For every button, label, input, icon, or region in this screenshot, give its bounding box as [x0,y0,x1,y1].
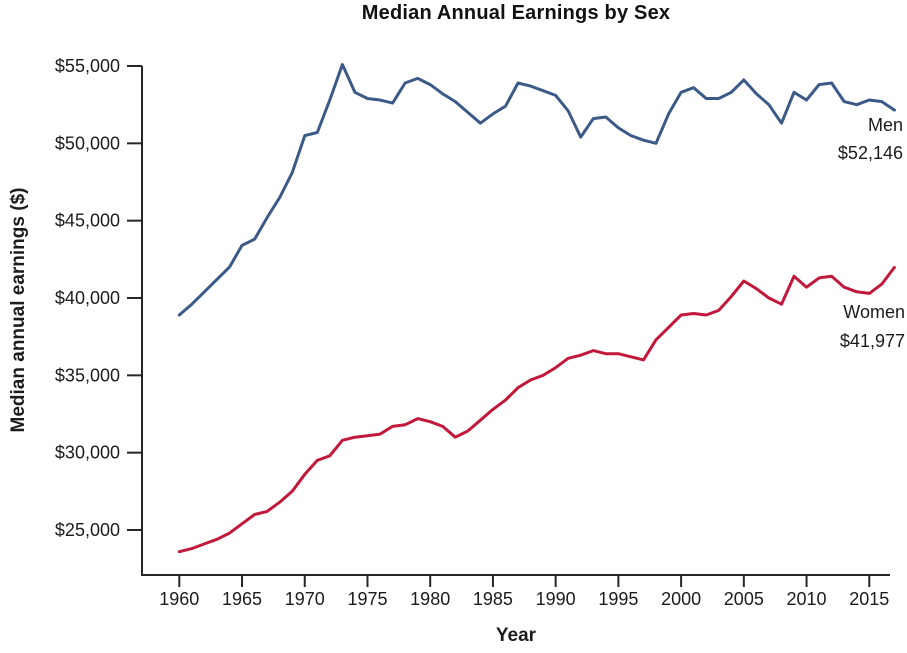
x-tick-label: 2000 [661,589,701,609]
series-value-women: $41,977 [840,331,905,351]
x-tick-label: 1975 [347,589,387,609]
axes [141,66,890,576]
y-tick-label: $40,000 [55,288,120,308]
y-tick-label: $25,000 [55,520,120,540]
x-tick-label: 1965 [222,589,262,609]
y-tick-label: $55,000 [55,56,120,76]
y-tick-label: $50,000 [55,133,120,153]
x-tick-label: 2010 [787,589,827,609]
series-value-men: $52,146 [838,143,903,163]
x-tick-label: 1980 [410,589,450,609]
x-axis-title: Year [496,625,537,646]
y-tick-label: $30,000 [55,443,120,463]
x-tick-label: 2015 [849,589,889,609]
x-tick-label: 1990 [536,589,576,609]
series-label-men: Men [868,115,903,135]
x-tick-label: 1970 [285,589,325,609]
y-tick-label: $35,000 [55,365,120,385]
x-tick-label: 1960 [159,589,199,609]
x-tick-label: 1985 [473,589,513,609]
chart-title: Median Annual Earnings by Sex [361,2,671,24]
x-tick-label: 1995 [598,589,638,609]
series-label-women: Women [843,302,905,322]
series-line-women [177,265,896,554]
y-axis-title: Median annual earnings ($) [8,188,29,433]
x-tick-label: 2005 [724,589,764,609]
y-tick-label: $45,000 [55,211,120,231]
series-line-men [177,63,896,317]
